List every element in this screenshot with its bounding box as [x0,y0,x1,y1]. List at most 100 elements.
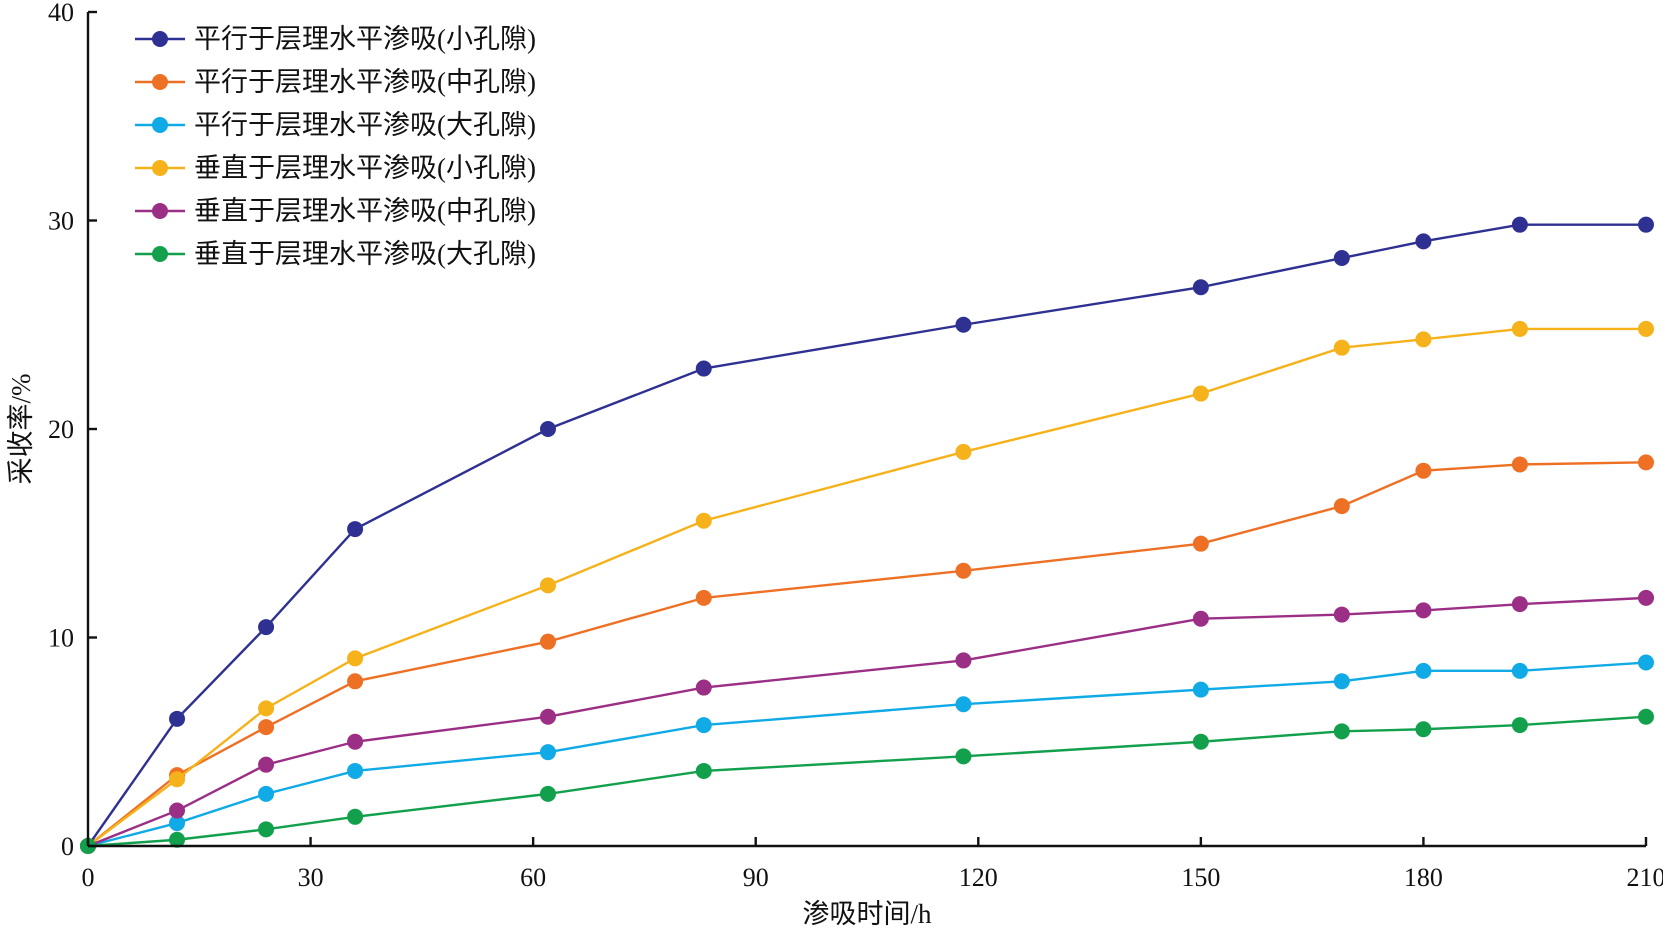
data-point [955,652,972,669]
data-point [539,421,556,437]
data-point [539,708,556,725]
x-tick-label: 180 [1404,863,1443,892]
data-point [169,831,186,848]
x-axis-label: 渗吸时间/h [802,899,932,929]
data-point [1638,320,1654,337]
series-line [87,223,1646,847]
data-point [955,748,972,765]
legend-marker [152,117,168,133]
y-tick-label: 20 [48,415,74,444]
data-point [169,815,186,832]
legend-marker [152,31,168,47]
data-point [695,512,712,529]
data-point [1192,681,1209,698]
data-point [1333,498,1350,515]
data-point [1333,339,1350,356]
legend-item: 垂直于层理水平渗吸(大孔隙) [135,239,536,269]
y-tick-label: 30 [48,207,74,236]
data-point [1333,723,1350,740]
legend-label: 垂直于层理水平渗吸(中孔隙) [194,196,536,226]
data-point [1192,610,1209,627]
axes: 0 30 60 90 120 150 180 210 0 10 20 30 40 [48,0,1663,892]
legend-item: 平行于层理水平渗吸(小孔隙) [135,24,536,54]
data-point [258,719,275,736]
data-point [258,821,275,838]
legend-marker [152,160,168,176]
x-tick-label: 0 [82,863,95,892]
legend-label: 平行于层理水平渗吸(大孔隙) [194,110,536,140]
data-point [1192,279,1209,296]
data-point [1511,320,1528,337]
data-point [1511,456,1528,473]
data-point [258,785,275,802]
data-point [1415,662,1432,679]
series-3 [80,654,1654,854]
data-point [1415,233,1432,250]
series-4 [80,320,1654,854]
data-point [1638,654,1654,671]
data-point [258,756,275,773]
legend-label: 垂直于层理水平渗吸(大孔隙) [194,239,536,269]
data-point [1333,250,1350,267]
data-point [347,650,364,667]
data-point [347,762,364,779]
data-point [1192,385,1209,402]
data-point [539,577,556,594]
series-6 [80,708,1654,854]
y-tick-label: 0 [61,832,74,861]
data-point [955,443,972,460]
data-point [347,673,364,690]
data-point [258,619,275,636]
data-point [1511,662,1528,679]
data-point [955,316,972,333]
x-tick-label: 210 [1627,863,1663,892]
data-point [695,717,712,734]
data-point [1511,717,1528,734]
data-point [1415,462,1432,479]
data-point [539,744,556,761]
data-point [1333,673,1350,690]
data-point [1511,216,1528,233]
legend-label: 平行于层理水平渗吸(小孔隙) [194,24,536,54]
data-point [347,733,364,750]
data-point [1511,596,1528,613]
y-axis-label: 采收率/% [6,374,36,485]
legend-label: 平行于层理水平渗吸(中孔隙) [194,67,536,97]
legend: 平行于层理水平渗吸(小孔隙) 平行于层理水平渗吸(中孔隙) 平行于层理水平渗吸(大孔… [135,24,536,269]
data-point [1333,606,1350,623]
series-1 [80,216,1654,854]
series-line [87,461,1647,847]
series-5 [80,589,1654,854]
series-line [87,327,1646,847]
legend-marker [152,203,168,219]
legend-item: 垂直于层理水平渗吸(中孔隙) [135,196,536,226]
x-tick-label: 90 [743,863,769,892]
legend-marker [152,74,168,90]
data-point [347,808,364,825]
data-point [1638,708,1654,725]
data-point [1192,535,1209,552]
data-point [695,762,712,779]
data-point [258,700,275,717]
data-point [169,802,186,819]
x-tick-label: 30 [298,863,324,892]
data-point [1638,589,1654,606]
data-point [169,771,186,788]
legend-marker [152,246,168,262]
series-line [87,596,1647,848]
legend-item: 平行于层理水平渗吸(大孔隙) [135,110,536,140]
y-tick-label: 10 [48,624,74,653]
data-point [169,710,186,727]
x-tick-label: 120 [959,863,998,892]
legend-item: 垂直于层理水平渗吸(小孔隙) [135,153,536,183]
x-tick-label: 60 [520,863,546,892]
data-point [539,633,556,650]
data-point [695,679,712,696]
plot-area [80,216,1654,854]
data-point [1415,721,1432,738]
legend-item: 平行于层理水平渗吸(中孔隙) [135,67,536,97]
data-point [1638,216,1654,233]
data-point [1415,331,1432,348]
y-tick-label: 40 [48,0,74,27]
